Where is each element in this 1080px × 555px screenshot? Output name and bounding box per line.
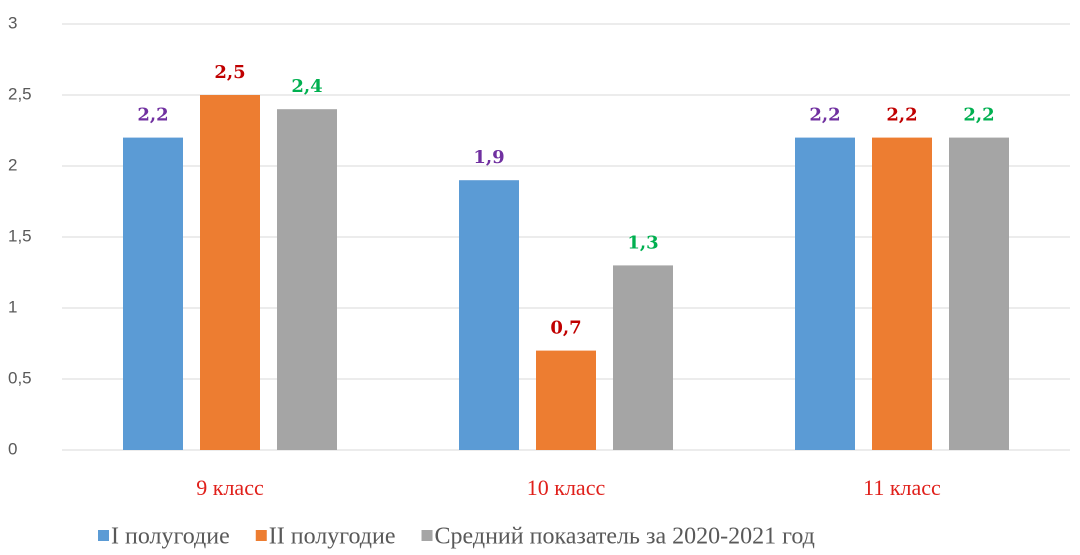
y-tick-label: 0,5 <box>8 368 32 387</box>
bar <box>123 137 183 450</box>
bar <box>200 95 260 450</box>
legend-swatch <box>98 530 109 541</box>
bar <box>795 137 855 450</box>
data-label: 1,9 <box>473 147 504 168</box>
data-label: 2,2 <box>137 105 168 126</box>
legend-label: I полугодие <box>111 524 230 550</box>
data-label: 2,2 <box>963 105 994 126</box>
y-tick-label: 3 <box>8 13 17 32</box>
legend-label: II полугодие <box>269 524 396 550</box>
y-tick-label: 1 <box>8 297 17 316</box>
x-tick-label: 9 класс <box>196 475 264 500</box>
bar <box>459 180 519 450</box>
data-label: 2,5 <box>214 62 245 83</box>
data-label: 2,2 <box>886 105 917 126</box>
legend-swatch <box>421 530 433 541</box>
data-label: 1,3 <box>627 232 658 253</box>
bar <box>949 137 1009 450</box>
y-tick-label: 0 <box>8 439 17 458</box>
y-tick-label: 2,5 <box>8 84 32 103</box>
data-label: 2,2 <box>809 105 840 126</box>
bar <box>613 265 673 450</box>
legend-label: Средний показатель за 2020-2021 год <box>435 524 815 550</box>
bar <box>872 137 932 450</box>
x-tick-label: 10 класс <box>527 475 606 500</box>
y-tick-label: 1,5 <box>8 226 32 245</box>
data-label: 0,7 <box>550 318 581 339</box>
y-tick-label: 2 <box>8 155 17 174</box>
x-tick-label: 11 класс <box>863 475 941 500</box>
bar <box>536 350 596 450</box>
data-label: 2,4 <box>291 76 322 97</box>
bar <box>277 109 337 450</box>
legend-swatch <box>255 530 267 541</box>
